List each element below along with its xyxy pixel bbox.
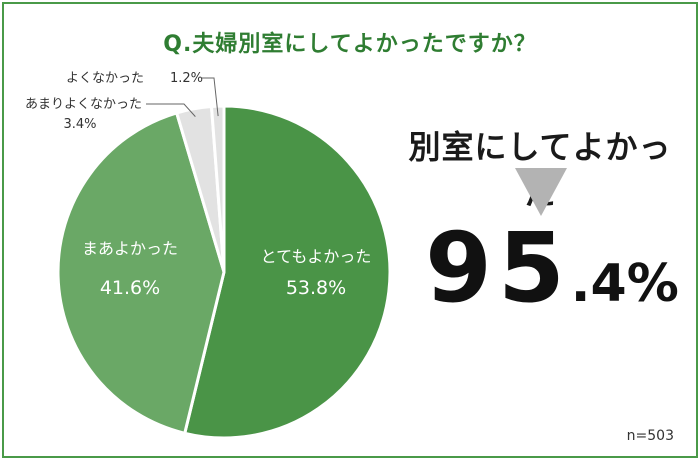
slice-label-not-very-good: あまりよくなかった: [25, 97, 142, 112]
big-percentage-integer: 95: [425, 212, 571, 324]
slice-value-not-very-good: 3.4%: [63, 117, 96, 132]
slice-labels: とてもよかった 53.8% まあよかった 41.6% あまりよくなかった 3.4% よくなか…: [25, 71, 371, 299]
slice-label-fairly-good: まあよかった: [82, 239, 178, 258]
chart-title: Q.夫婦別室にしてよかったですか？: [163, 32, 537, 57]
slice-fairly-good: [56, 111, 226, 436]
slice-not-good: [209, 104, 226, 273]
big-percentage-decimal: .4%: [570, 254, 679, 314]
big-percentage: 95.4%: [422, 212, 682, 324]
slice-value-very-good: 53.8%: [286, 277, 346, 299]
leader-lines: [146, 77, 219, 117]
slice-very-good: [182, 104, 392, 440]
sample-size: n=503: [626, 428, 674, 444]
slice-value-fairly-good: 41.6%: [100, 277, 160, 299]
down-arrow-icon: [515, 168, 567, 216]
slice-value-not-good: 1.2%: [170, 71, 203, 86]
leader-line-not-good: [202, 77, 219, 117]
pie-slices: [56, 104, 392, 440]
leader-line-not-very-good: [146, 103, 196, 117]
slice-label-not-good: よくなかった: [66, 71, 144, 86]
slice-label-very-good: とてもよかった: [261, 247, 372, 266]
